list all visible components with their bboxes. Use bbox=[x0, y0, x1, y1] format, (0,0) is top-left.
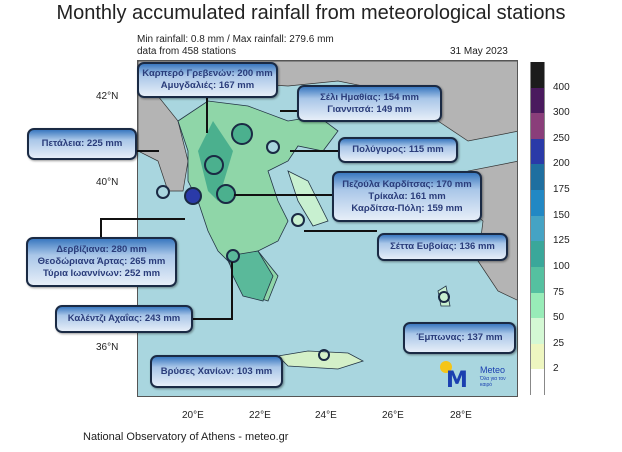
leader-line bbox=[206, 98, 208, 133]
label-line: Πεζούλα Καρδίτσας: 170 mm bbox=[342, 178, 472, 190]
label-line: Καρδίτσα-Πόλη: 159 mm bbox=[351, 202, 463, 214]
label-line: Καρπερό Γρεβενών: 200 mm bbox=[142, 68, 273, 79]
colorbar-label: 150 bbox=[553, 209, 570, 221]
colorbar-label: 50 bbox=[553, 312, 565, 324]
colorbar-swatch bbox=[530, 318, 545, 344]
lat-tick: 40°N bbox=[96, 177, 119, 188]
station-marker[interactable] bbox=[318, 349, 330, 361]
station-marker[interactable] bbox=[184, 187, 202, 205]
meteo-m-icon: M bbox=[446, 368, 468, 393]
footer: National Observatory of Athens - meteo.g… bbox=[83, 431, 289, 443]
leader-line bbox=[231, 262, 233, 319]
label-line: Σέττα Ευβοίας: 136 mm bbox=[390, 241, 495, 252]
label-line: Πετάλεια: 225 mm bbox=[41, 138, 123, 149]
colorbar-swatch bbox=[530, 62, 545, 88]
leader-line bbox=[290, 150, 338, 152]
colorbar-swatch bbox=[530, 292, 545, 319]
leader-line bbox=[304, 230, 377, 232]
label-setta[interactable]: Σέττα Ευβοίας: 136 mm bbox=[377, 233, 508, 261]
label-line: Τρίκαλα: 161 mm bbox=[368, 190, 446, 202]
label-line: Γιαννιτσά: 149 mm bbox=[327, 103, 412, 115]
label-line: Τύρια Ιωαννίνων: 252 mm bbox=[42, 268, 161, 279]
leader-line bbox=[100, 218, 185, 220]
label-line: Έμπωνας: 137 mm bbox=[416, 332, 503, 343]
leader-line bbox=[193, 318, 233, 320]
colorbar-label: 250 bbox=[553, 132, 570, 144]
lat-tick: 36°N bbox=[96, 342, 119, 353]
label-line: Θεοδώριανα Άρτας: 265 mm bbox=[37, 256, 166, 267]
lon-tick: 28°E bbox=[450, 410, 472, 421]
station-marker[interactable] bbox=[156, 185, 170, 199]
station-marker[interactable] bbox=[226, 249, 240, 263]
label-line: Σέλι Ημαθίας: 154 mm bbox=[320, 91, 419, 103]
label-vryses[interactable]: Βρύσες Χανίων: 103 mm bbox=[150, 355, 283, 388]
label-seli[interactable]: Σέλι Ημαθίας: 154 mm Γιαννιτσά: 149 mm bbox=[297, 85, 442, 122]
colorbar-swatch bbox=[530, 369, 545, 395]
colorbar-swatch bbox=[530, 190, 545, 216]
colorbar-swatch bbox=[530, 241, 545, 267]
station-marker[interactable] bbox=[231, 123, 253, 145]
station-marker[interactable] bbox=[291, 213, 305, 227]
stations-info: data from 458 stations bbox=[137, 46, 236, 57]
logo-tagline: Όλα για τον καιρό bbox=[480, 376, 506, 388]
lon-tick: 22°E bbox=[249, 410, 271, 421]
colorbar-label: 2 bbox=[553, 363, 559, 375]
label-line: Πολύγυρος: 115 mm bbox=[352, 144, 444, 155]
colorbar-label: 25 bbox=[553, 337, 565, 349]
label-kalentzi[interactable]: Καλέντζι Αχαΐας: 243 mm bbox=[55, 305, 193, 333]
station-marker[interactable] bbox=[204, 155, 224, 175]
colorbar-swatch bbox=[530, 138, 545, 165]
date: 31 May 2023 bbox=[450, 46, 508, 57]
lat-tick: 42°N bbox=[96, 91, 119, 102]
colorbar-label: 300 bbox=[553, 107, 570, 119]
station-marker[interactable] bbox=[216, 184, 236, 204]
colorbar-label: 75 bbox=[553, 286, 565, 298]
colorbar-swatch bbox=[530, 215, 545, 242]
label-line: Βρύσες Χανίων: 103 mm bbox=[160, 365, 273, 377]
minmax-info: Min rainfall: 0.8 mm / Max rainfall: 279… bbox=[137, 34, 334, 45]
colorbar-swatch bbox=[530, 266, 545, 293]
colorbar-label: 100 bbox=[553, 260, 570, 272]
colorbar-label: 125 bbox=[553, 235, 570, 247]
lon-tick: 24°E bbox=[315, 410, 337, 421]
label-karpero[interactable]: Καρπερό Γρεβενών: 200 mm Αμυγδαλιές: 167 … bbox=[137, 62, 278, 98]
label-line: Αμυγδαλιές: 167 mm bbox=[160, 80, 255, 91]
colorbar-swatch bbox=[530, 164, 545, 191]
meteo-logo: M Meteo Όλα για τον καιρό bbox=[440, 361, 516, 393]
label-petaleia[interactable]: Πετάλεια: 225 mm bbox=[27, 128, 137, 160]
colorbar-swatch bbox=[530, 113, 545, 139]
label-emponas[interactable]: Έμπωνας: 137 mm bbox=[403, 322, 516, 354]
leader-line bbox=[280, 110, 298, 112]
label-polygyros[interactable]: Πολύγυρος: 115 mm bbox=[338, 137, 458, 163]
label-dervizi[interactable]: Δερβίζιανα: 280 mm Θεοδώριανα Άρτας: 265 … bbox=[26, 237, 177, 287]
leader-line bbox=[100, 218, 102, 238]
sun-icon bbox=[440, 361, 452, 373]
lon-tick: 26°E bbox=[382, 410, 404, 421]
label-line: Καλέντζι Αχαΐας: 243 mm bbox=[67, 313, 181, 324]
colorbar-label: 175 bbox=[553, 184, 570, 196]
colorbar-swatch bbox=[530, 343, 545, 370]
colorbar-label: 400 bbox=[553, 81, 570, 93]
colorbar-swatch bbox=[530, 87, 545, 114]
station-marker[interactable] bbox=[438, 291, 450, 303]
colorbar-label: 200 bbox=[553, 158, 570, 170]
logo-name: Meteo bbox=[480, 365, 506, 375]
label-line: Δερβίζιανα: 280 mm bbox=[56, 244, 147, 255]
label-pezoula[interactable]: Πεζούλα Καρδίτσας: 170 mm Τρίκαλα: 161 mm… bbox=[332, 171, 482, 222]
leader-line bbox=[137, 150, 159, 152]
station-marker[interactable] bbox=[266, 140, 280, 154]
lon-tick: 20°E bbox=[182, 410, 204, 421]
leader-line bbox=[234, 194, 332, 196]
map-title: Monthly accumulated rainfall from meteor… bbox=[56, 2, 566, 24]
